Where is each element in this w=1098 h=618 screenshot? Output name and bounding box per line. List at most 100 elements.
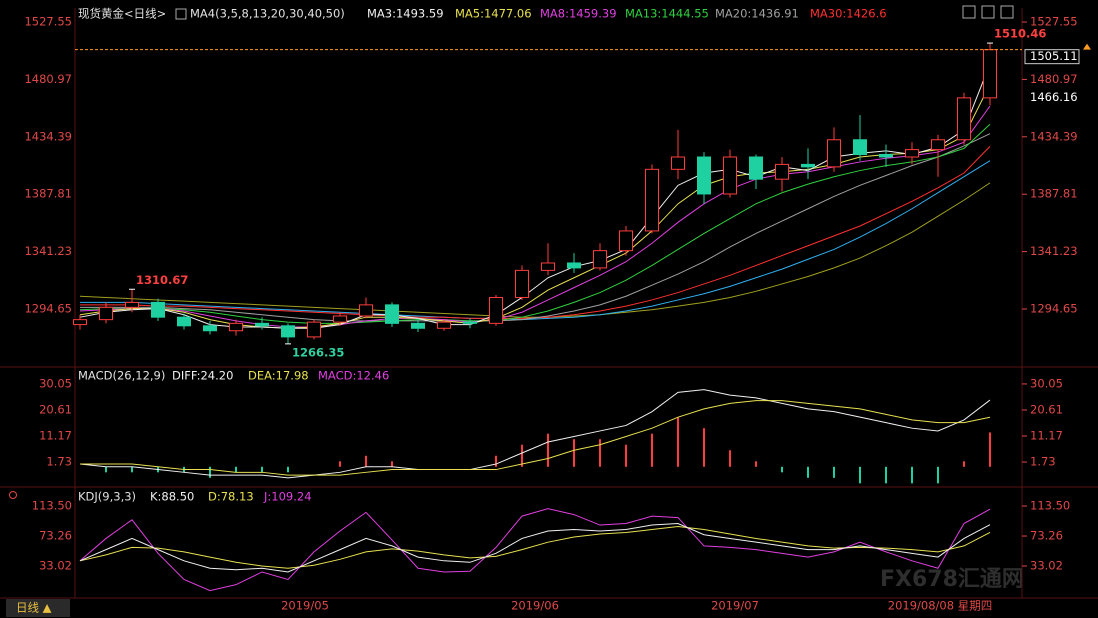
kdj-line [79,508,991,592]
x-tick-label: 2019/05 [281,599,329,613]
candle-body [853,139,867,156]
indicator-title: MA4(3,5,8,13,20,30,40,50) [190,7,345,21]
y-tick-label: 1294.65 [1030,301,1078,315]
candle-body [385,304,399,324]
candle-body [619,230,633,252]
candle-body [437,321,451,329]
candle-body [203,325,217,332]
ref-price-label: 1466.16 [1030,90,1078,104]
candle-body [983,49,997,99]
ma-line [79,84,991,329]
settings-icon[interactable] [9,491,17,499]
legend-entry: MA13:1444.55 [625,7,709,21]
legend-entry: K:88.50 [150,490,194,504]
candle-body [229,322,243,332]
y-tick-label: 1480.97 [24,72,72,86]
y-tick-label: 1527.55 [24,15,72,29]
candle-body [307,321,321,338]
y-tick-label: 1480.97 [1030,72,1078,86]
y-tick-label: 30.05 [39,376,72,390]
y-tick-label: 1341.23 [24,244,72,258]
candle-body [749,156,763,180]
y-tick-label: 1294.65 [24,301,72,315]
legend-entry: D:78.13 [208,490,254,504]
y-tick-label: 1434.39 [1030,129,1078,143]
candle-body [359,304,373,317]
y-tick-label: 1387.81 [1030,187,1078,201]
y-tick-label: 73.26 [1030,529,1063,543]
ma-line [79,63,991,329]
extreme-label: 1510.46 [994,27,1046,41]
candle-body [99,306,113,321]
watermark: FX678汇通网 [880,567,1024,592]
candle-body [879,154,893,158]
tool-button[interactable] [1000,5,1014,19]
tool-button[interactable] [981,5,995,19]
candle-body [281,325,295,338]
legend-entry: MA30:1426.6 [810,7,887,21]
y-tick-label: 1.73 [46,455,72,469]
legend-entry: DIFF:24.20 [172,369,233,383]
candle-body [489,296,503,324]
ma-line [79,105,991,328]
candle-body [775,163,789,180]
y-tick-label: 1.73 [1030,455,1056,469]
y-tick-label: 113.50 [32,499,72,513]
y-tick-label: 33.02 [39,559,72,573]
kdj-line [79,523,991,573]
y-tick-label: 20.61 [1030,402,1063,416]
candle-body [801,163,815,168]
legend-entry: MACD:12.46 [318,369,389,383]
candle-body [723,156,737,195]
macd-line [79,389,991,479]
candle-body [515,269,529,298]
candle-body [255,322,269,327]
ma-line [80,160,991,321]
last-price-label: 1505.11 [1030,49,1078,63]
period-button[interactable] [6,599,70,617]
candle-body [333,315,347,323]
extreme-label: 1310.67 [136,273,188,287]
candle-body [931,139,945,151]
candle-body [177,316,191,327]
chart-title: 现货黄金<日线> [78,7,166,21]
y-tick-label: 11.17 [39,428,72,442]
kdj-title: KDJ(9,3,3) [78,490,136,504]
y-tick-label: 1434.39 [24,129,72,143]
ma-line [80,133,991,322]
last-price-arrow [1083,43,1091,50]
icon[interactable] [175,8,187,20]
kdj-line [79,526,991,569]
x-tick-label: 2019/07 [711,599,759,613]
y-tick-label: 1387.81 [24,187,72,201]
x-tick-label: 2019/06 [511,599,559,613]
extreme-label: 1266.35 [292,345,344,359]
y-tick-label: 113.50 [1030,499,1070,513]
macd-title: MACD(26,12,9) [78,369,165,383]
candle-body [593,250,607,269]
y-tick-label: 30.05 [1030,376,1063,390]
candle-body [671,156,685,170]
candle-body [541,262,555,271]
tool-button[interactable] [962,5,976,19]
y-tick-label: 33.02 [1030,559,1063,573]
candle-body [697,156,711,195]
candle-body [73,319,87,326]
legend-entry: MA3:1493.59 [367,7,444,21]
candle-body [151,301,165,318]
y-tick-label: 11.17 [1030,428,1063,442]
y-tick-label: 20.61 [39,402,72,416]
last-price-box [1024,49,1080,65]
y-tick-label: 1341.23 [1030,244,1078,258]
macd-line [80,400,991,476]
toolbar [962,5,1014,19]
legend-entry: MA8:1459.39 [540,7,617,21]
period-button-label: 日线 ▲ [16,601,52,615]
legend-entry: J:109.24 [263,490,312,504]
candle-body [827,139,841,168]
x-tick-label: 2019/08/08 星期四 [888,599,992,613]
legend-entry: MA5:1477.06 [455,7,532,21]
y-tick-label: 1527.55 [1030,15,1078,29]
